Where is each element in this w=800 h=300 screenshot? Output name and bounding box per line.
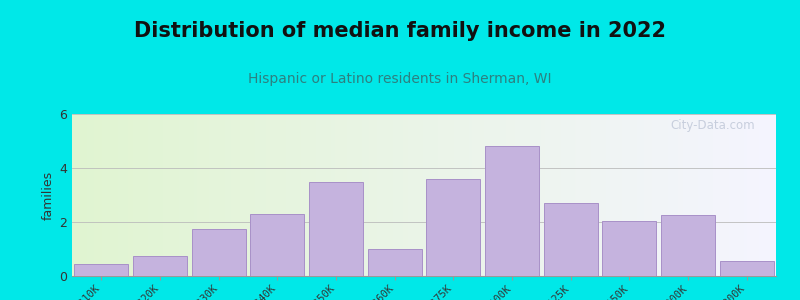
Bar xyxy=(368,249,422,276)
Bar xyxy=(426,179,480,276)
Bar xyxy=(250,214,304,276)
Bar xyxy=(309,182,363,276)
Bar xyxy=(192,229,246,276)
Bar xyxy=(602,221,656,276)
Bar xyxy=(74,264,128,276)
Text: Hispanic or Latino residents in Sherman, WI: Hispanic or Latino residents in Sherman,… xyxy=(248,72,552,86)
Text: Distribution of median family income in 2022: Distribution of median family income in … xyxy=(134,21,666,41)
Bar xyxy=(544,203,598,276)
Bar xyxy=(133,256,187,276)
Bar xyxy=(720,261,774,276)
Bar xyxy=(485,146,539,276)
Text: City-Data.com: City-Data.com xyxy=(670,119,755,132)
Bar xyxy=(661,215,715,276)
Y-axis label: families: families xyxy=(42,170,55,220)
